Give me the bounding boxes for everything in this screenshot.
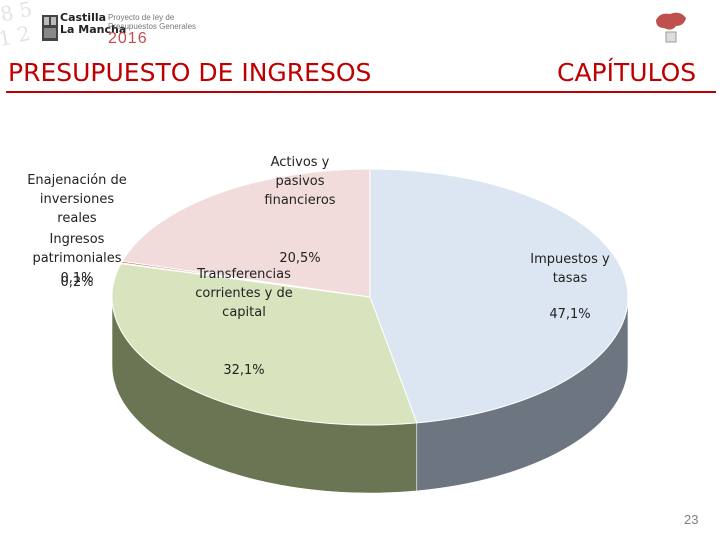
slice-label-line: Ingresos [50,232,105,247]
logo-text: Castilla La Mancha [60,12,126,36]
header: 8 5 1 2 Castilla La Mancha Proyecto de l… [0,0,720,52]
title-divider [6,91,716,93]
slice-label-line: capital [222,305,266,320]
slice-label-impuestos-y-tasas: Impuestos y tasas [530,252,610,286]
header-year: 2016 [108,30,148,47]
pie-slices [111,168,629,426]
slice-label-line: tasas [553,271,588,286]
slice-label-line: Activos y [271,155,330,170]
slice-label-line: patrimoniales [32,251,121,266]
pie-slice-activos-y-pasivos-financieros [121,168,371,298]
slice-label-activos-y-pasivos-financieros: Activos y pasivos financieros [264,155,335,208]
slice-label-enajenacion-de-inversiones-reales: Enajenación de inversiones reales [27,173,127,226]
header-subtitle: Proyecto de ley de Presupuestos Generale… [108,13,196,31]
pie-slice-impuestos-y-tasas [369,168,629,424]
slice-label-line: pasivos [275,174,324,189]
page-number: 23 [684,512,699,527]
section-title: CAPÍTULOS [557,58,697,87]
coat-of-arms-icon [42,15,58,41]
subtitle-line-2: Presupuestos Generales [108,22,197,31]
pie-labels: Impuestos y tasas 47,1% Transferencias corri… [27,155,610,378]
background-decoration: 8 5 1 2 [0,0,60,56]
slice-value-transferencias-corrientes-y-de-capital: 32,1% [223,363,264,378]
decorative-numbers-icon: 8 5 1 2 [0,0,34,51]
slice-label-line: financieros [264,193,335,208]
slice-value-impuestos-y-tasas: 47,1% [549,307,590,322]
slice-label-line: Impuestos y [530,252,610,267]
logo-line-2: La Mancha [60,23,127,36]
page-title: PRESUPUESTO DE INGRESOS [8,58,372,87]
pie-slice-transferencias-corrientes-y-de-capital [111,263,418,426]
slice-label-line: Enajenación de [27,173,127,188]
subtitle-line-1: Proyecto de ley de [108,13,175,22]
slice-value-ingresos-patrimoniales: 0,2% [60,275,93,290]
slice-label-line: reales [57,211,97,226]
region-map-icon [656,12,686,43]
slice-value-enajenacion-de-inversiones-reales: 0,1% [60,271,93,286]
slice-label-line: Transferencias [196,267,291,282]
slice-label-line: corrientes y de [195,286,293,301]
slice-label-line: inversiones [40,192,114,207]
logo-line-1: Castilla [60,11,107,24]
slice-label-transferencias-corrientes-y-de-capital: Transferencias corrientes y de capital [195,267,293,320]
slice-value-activos-y-pasivos-financieros: 20,5% [279,251,320,266]
slice-label-ingresos-patrimoniales: Ingresos patrimoniales [32,232,121,266]
